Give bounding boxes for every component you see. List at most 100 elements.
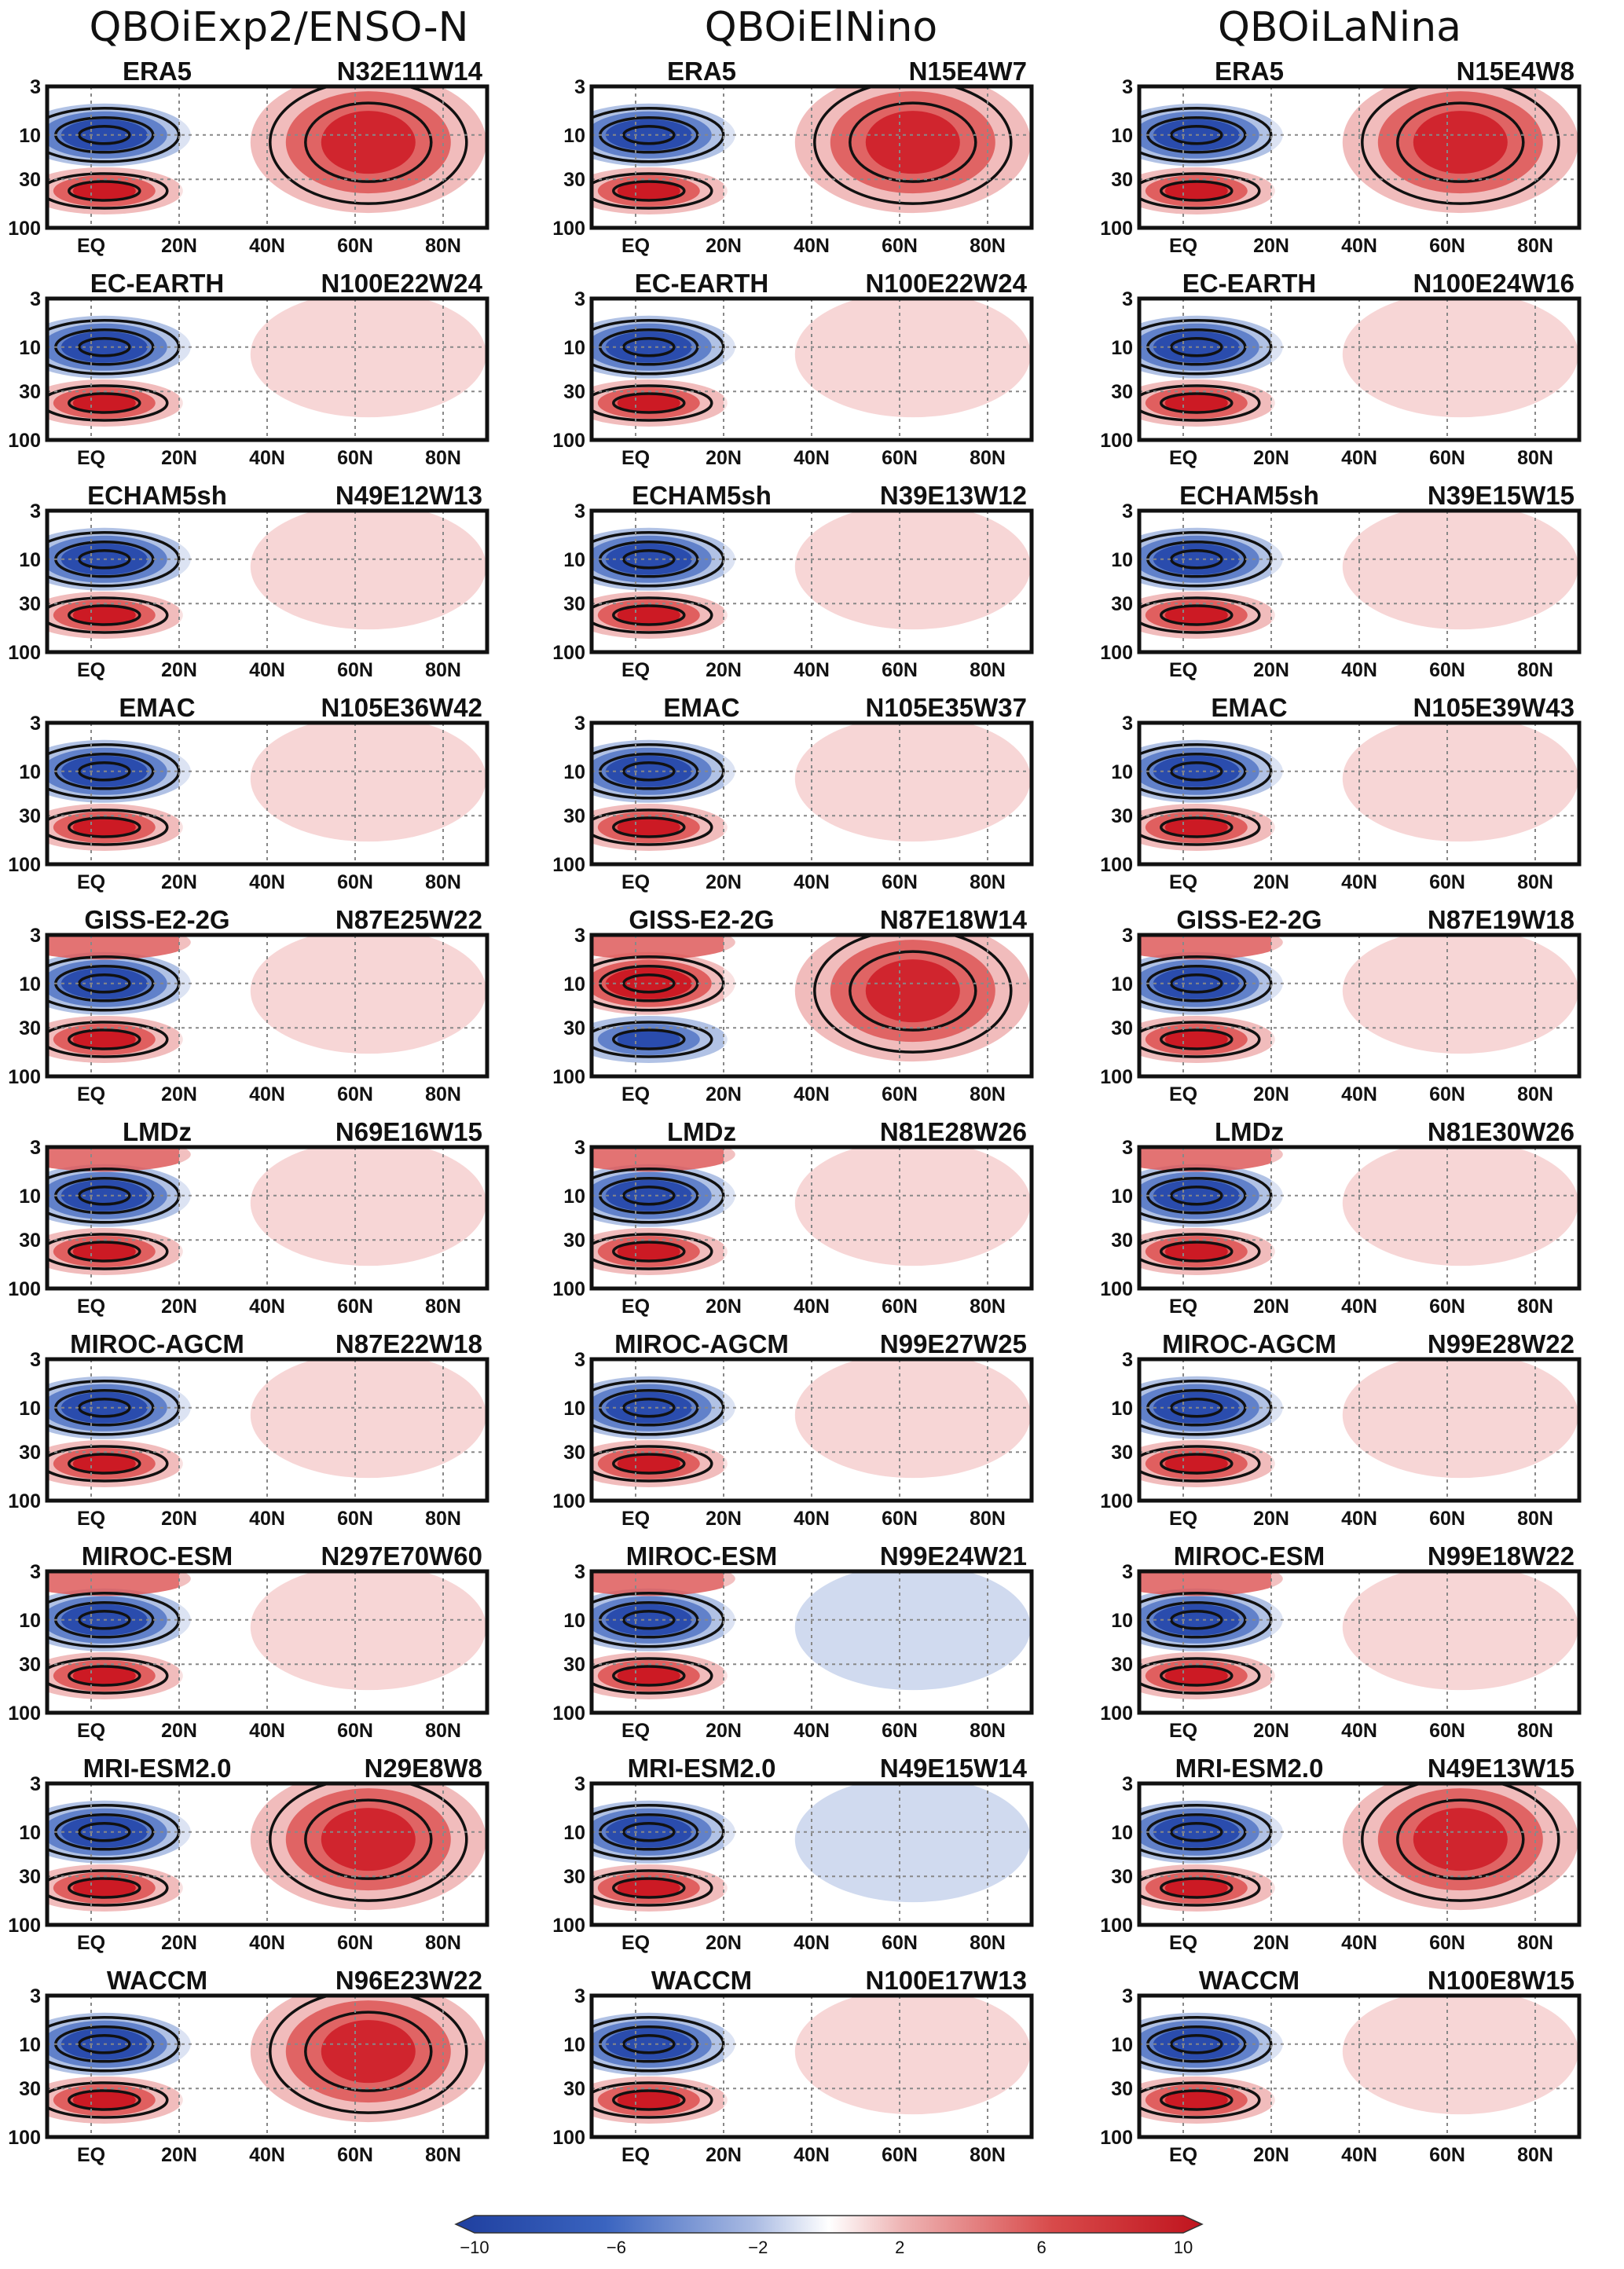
panel-waccm-1: WACCM N96E23W22 3 10 30 100 EQ 20N 40N 60N 80N [8,1966,489,2166]
y-tick-label: 30 [19,2078,41,2100]
contour-line [612,604,686,626]
x-tick-label: 80N [1517,659,1553,681]
x-tick-label: 60N [882,871,918,893]
y-tick-label: 100 [1100,854,1133,876]
panel-ensemble-code: N99E27W25 [880,1329,1027,1358]
contour-line [1170,1186,1223,1206]
x-tick-label: 40N [1341,1932,1377,1954]
contour-line [592,531,725,588]
y-tick-label: 10 [563,1822,585,1844]
x-tick-label: 40N [1341,2144,1377,2166]
x-tick-label: 80N [970,1296,1006,1318]
field-shading [1164,1241,1228,1262]
panel-ensemble-code: N100E17W13 [866,1966,1027,1995]
y-tick-label: 100 [552,1915,585,1937]
y-tick-label: 30 [1111,381,1133,403]
contour-line [1139,2081,1261,2119]
x-tick-label: EQ [77,2144,105,2166]
field [592,935,1032,1076]
y-tick-label: 3 [574,1349,585,1371]
panel-frame [1137,720,1582,867]
panel-ensemble-code: N15E4W7 [909,57,1027,86]
contour-line [68,180,141,202]
contour-line [47,1657,169,1695]
x-tick-label: 20N [161,2144,197,2166]
contour-line [1160,392,1234,414]
y-tick-label: 3 [574,288,585,310]
contour-line [1160,2089,1234,2111]
field-shading [617,816,680,838]
contour-line [269,86,468,205]
x-tick-label: 20N [706,1083,742,1105]
y-tick-label: 10 [19,549,41,571]
field-shading [865,959,960,1023]
panel-miroc-esm-1: MIROC-ESM N297E70W60 3 10 30 100 EQ 20N 40N 60N 80… [8,1541,489,1742]
panel-model-label: EC-EARTH [1182,269,1317,298]
y-tick-label: 10 [563,973,585,995]
x-tick-label: EQ [621,1296,650,1318]
field-shading [250,1359,486,1479]
y-tick-label: 30 [19,1017,41,1039]
x-tick-label: 60N [1429,2144,1465,2166]
field-shading [1139,935,1283,960]
panel-frame [589,84,1034,230]
field [1139,935,1579,1076]
x-tick-label: 20N [161,1932,197,1954]
y-tick-label: 30 [19,805,41,827]
x-tick-label: 60N [882,235,918,257]
panel-frame [1137,508,1582,654]
contour-line [78,1186,131,1206]
y-tick-label: 10 [1111,2034,1133,2056]
contour-line [592,808,713,846]
panel-frame [1137,1145,1582,1291]
field-shading [250,935,486,1054]
x-tick-label: 60N [337,871,373,893]
x-tick-label: 60N [1429,1508,1465,1530]
field [592,723,1032,864]
contour-line [47,384,169,422]
field-shading [72,1453,136,1474]
colorbar-tick-label: −10 [460,2238,489,2257]
x-tick-label: EQ [621,1720,650,1742]
field [592,1359,1032,1501]
y-tick-label: 10 [1111,973,1133,995]
field-shading [321,111,416,174]
x-tick-label: EQ [1169,1932,1197,1954]
x-tick-label: 40N [794,2144,830,2166]
contour-line [622,2034,676,2055]
field [47,1996,487,2137]
x-tick-label: 20N [1253,1508,1289,1530]
panel-model-label: WACCM [651,1966,752,1995]
x-tick-label: 40N [249,2144,285,2166]
y-tick-label: 100 [8,1066,41,1088]
x-tick-label: 40N [249,447,285,469]
x-tick-label: 40N [249,235,285,257]
x-tick-label: 20N [1253,1720,1289,1742]
y-tick-label: 30 [1111,805,1133,827]
field [47,1783,487,1925]
x-tick-label: 40N [1341,1083,1377,1105]
contour-line [47,2081,169,2119]
y-tick-label: 100 [1100,1703,1133,1725]
x-tick-label: EQ [77,447,105,469]
x-tick-label: EQ [77,1720,105,1742]
y-tick-label: 3 [30,500,41,522]
x-tick-label: 60N [1429,1296,1465,1318]
y-tick-label: 3 [30,1349,41,1371]
x-tick-label: 60N [1429,1932,1465,1954]
panel-giss-e2-2g-2: GISS-E2-2G N87E18W14 3 10 30 100 EQ 20N 40N 60N 80… [552,905,1034,1105]
y-tick-label: 10 [19,1822,41,1844]
x-tick-label: 40N [1341,1720,1377,1742]
x-tick-label: 80N [970,1720,1006,1742]
x-tick-label: EQ [1169,2144,1197,2166]
x-tick-label: 60N [337,1932,373,1954]
x-tick-label: 20N [706,1508,742,1530]
contour-line [1139,1021,1261,1058]
panel-model-label: WACCM [1199,1966,1300,1995]
contour-line [1361,1783,1560,1902]
y-tick-label: 100 [8,1915,41,1937]
panel-ensemble-code: N100E22W24 [866,269,1028,298]
contour-line [592,1804,725,1860]
field-shading [617,1241,680,1262]
